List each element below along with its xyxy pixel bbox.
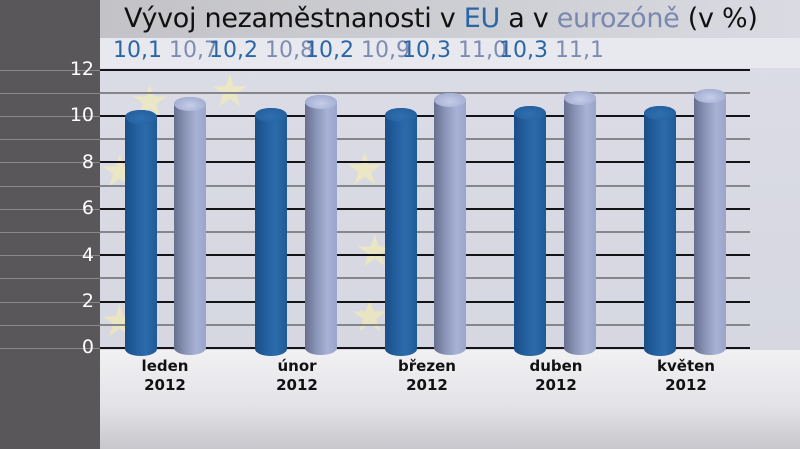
- left-gridline: [0, 325, 100, 326]
- left-gridline: [0, 302, 100, 303]
- left-gridline: [0, 255, 100, 256]
- year: 2012: [535, 376, 577, 394]
- left-gridline: [0, 162, 100, 163]
- eu-star-icon: ★: [210, 66, 250, 117]
- gridline-4: [100, 254, 750, 256]
- gridline-3: [100, 277, 750, 279]
- title-text: a v: [499, 3, 557, 34]
- bar-eurozone-kveten: [694, 89, 726, 355]
- value-eu: 10,3: [499, 38, 548, 63]
- gridline-0: [100, 347, 750, 349]
- value-eu: 10,3: [402, 38, 451, 63]
- title-band: [100, 0, 800, 38]
- gridline-2: [100, 301, 750, 303]
- year: 2012: [144, 376, 186, 394]
- x-label-brezen: březen 2012: [377, 357, 477, 395]
- bar-eu-kveten: [644, 106, 676, 356]
- x-label-leden: leden 2012: [115, 357, 215, 395]
- value-eu: 10,2: [305, 38, 354, 63]
- year: 2012: [406, 376, 448, 394]
- month-name: duben: [529, 357, 583, 375]
- gridline-9: [100, 138, 750, 140]
- y-tick-label: 10: [69, 104, 94, 126]
- bar-eu-leden: [125, 110, 157, 356]
- x-label-unor: únor 2012: [247, 357, 347, 395]
- left-gridline: [0, 70, 100, 71]
- left-axis-panel: [0, 0, 100, 449]
- title-eurozone: eurozóně: [556, 3, 680, 34]
- gridline-1: [100, 324, 750, 326]
- y-tick-label: 4: [81, 244, 94, 266]
- value-pair-unor: 10,2 10,8: [209, 38, 314, 63]
- month-name: únor: [277, 357, 317, 375]
- value-eu: 10,1: [113, 38, 162, 63]
- bar-eurozone-duben: [564, 91, 596, 355]
- year: 2012: [276, 376, 318, 394]
- left-gridline: [0, 186, 100, 187]
- left-gridline: [0, 139, 100, 140]
- x-label-kveten: květen 2012: [636, 357, 736, 395]
- left-gridline: [0, 232, 100, 233]
- left-gridline: [0, 348, 100, 349]
- value-eurozone: 11,1: [554, 38, 604, 63]
- left-gridline: [0, 116, 100, 117]
- value-pair-kveten: 10,3 11,1: [499, 38, 604, 63]
- gridline-7: [100, 185, 750, 187]
- eu-star-icon: ★: [345, 144, 385, 195]
- month-name: březen: [398, 357, 456, 375]
- bar-eu-unor: [255, 108, 287, 356]
- gridline-6: [100, 208, 750, 210]
- bar-eu-brezen: [385, 108, 417, 356]
- value-pair-brezen: 10,2 10,9: [305, 38, 410, 63]
- value-pair-duben: 10,3 11,0: [402, 38, 507, 63]
- y-tick-label: 8: [81, 151, 94, 173]
- bar-eurozone-leden: [174, 97, 206, 355]
- gridline-11: [100, 92, 750, 94]
- title-unit: (v %): [679, 3, 758, 34]
- x-axis-band: [100, 350, 800, 449]
- y-tick-label: 6: [81, 197, 94, 219]
- gridline-10: [100, 115, 750, 117]
- title-text: Vývoj nezaměstnanosti v: [124, 3, 464, 34]
- month-name: leden: [141, 357, 189, 375]
- left-gridline: [0, 209, 100, 210]
- value-eurozone: 10,8: [264, 38, 314, 63]
- x-label-duben: duben 2012: [506, 357, 606, 395]
- chart-title: Vývoj nezaměstnanosti v EU a v eurozóně …: [124, 3, 758, 34]
- y-tick-label: 12: [69, 58, 94, 80]
- month-name: květen: [657, 357, 715, 375]
- y-tick-label: 2: [81, 290, 94, 312]
- gridline-12: [100, 69, 750, 71]
- year: 2012: [665, 376, 707, 394]
- value-eu: 10,2: [209, 38, 258, 63]
- values-band: [100, 38, 800, 68]
- value-pair-leden: 10,1 10,7: [113, 38, 218, 63]
- left-gridline: [0, 278, 100, 279]
- value-eurozone: 11,0: [457, 38, 507, 63]
- bar-eurozone-unor: [305, 95, 337, 355]
- gridline-8: [100, 161, 750, 163]
- title-eu: EU: [463, 3, 501, 34]
- gridline-5: [100, 231, 750, 233]
- value-eurozone: 10,7: [168, 38, 218, 63]
- bar-eu-duben: [514, 106, 546, 356]
- value-eurozone: 10,9: [360, 38, 410, 63]
- y-tick-label: 0: [81, 336, 94, 358]
- left-gridline: [0, 93, 100, 94]
- bar-eurozone-brezen: [434, 93, 466, 355]
